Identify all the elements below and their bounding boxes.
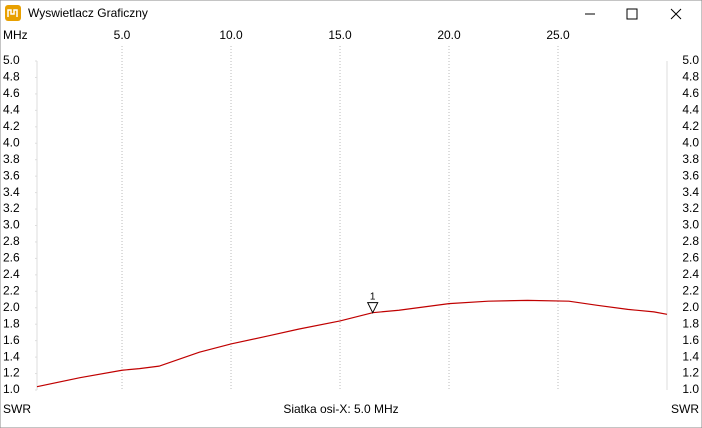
- y-tick-label: 5.0: [682, 53, 699, 67]
- x-tick-label: 15.0: [328, 28, 352, 42]
- x-tick-label: 25.0: [546, 28, 570, 42]
- y-tick-label: 4.2: [3, 119, 20, 133]
- y-tick-label: 4.8: [682, 70, 699, 84]
- y-tick-label: 5.0: [3, 53, 20, 67]
- y-tick-label: 4.4: [3, 103, 20, 117]
- window-title: Wyswietlacz Graficzny: [28, 6, 148, 20]
- y-tick-label: 2.4: [682, 267, 699, 281]
- y-tick-label: 4.6: [682, 86, 699, 100]
- y-tick-label: 1.2: [3, 366, 20, 380]
- y-tick-label: 3.0: [3, 218, 20, 232]
- y-tick-label: 3.4: [3, 185, 20, 199]
- y-tick-label: 1.6: [682, 333, 699, 347]
- close-button[interactable]: [670, 8, 682, 20]
- y-tick-label: 4.2: [682, 119, 699, 133]
- marker-label: 1: [370, 291, 376, 302]
- y-tick-label: 2.6: [3, 251, 20, 265]
- y-tick-label: 3.8: [3, 152, 20, 166]
- y-tick-label: 1.8: [3, 316, 20, 330]
- y-tick-label: 2.2: [682, 283, 699, 297]
- y-tick-label: 2.8: [682, 234, 699, 248]
- y-tick-label: 1.4: [682, 349, 699, 363]
- y-tick-label: 2.6: [682, 251, 699, 265]
- y-tick-label: 3.6: [682, 168, 699, 182]
- title-bar: Wyswietlacz Graficzny: [5, 5, 682, 21]
- x-tick-label: 20.0: [437, 28, 461, 42]
- y-tick-label: 1.2: [682, 366, 699, 380]
- y-tick-label: 3.4: [682, 185, 699, 199]
- y-tick-label: 2.0: [3, 300, 20, 314]
- y-label-right: SWR: [671, 402, 699, 416]
- y-tick-label: 2.8: [3, 234, 20, 248]
- y-tick-label: 1.8: [682, 316, 699, 330]
- x-tick-label: 10.0: [219, 28, 243, 42]
- y-tick-label: 4.4: [682, 103, 699, 117]
- y-tick-label: 3.2: [3, 201, 20, 215]
- y-tick-label: 4.8: [3, 70, 20, 84]
- y-tick-label: 3.0: [682, 218, 699, 232]
- x-tick-label: 5.0: [114, 28, 131, 42]
- y-tick-label: 4.6: [3, 86, 20, 100]
- x-axis-note: Siatka osi-X: 5.0 MHz: [283, 402, 398, 416]
- y-tick-label: 1.0: [3, 382, 20, 396]
- y-tick-label: 2.2: [3, 283, 20, 297]
- y-tick-label: 1.4: [3, 349, 20, 363]
- swr-line: [36, 299, 668, 388]
- y-tick-label: 2.4: [3, 267, 20, 281]
- app-icon-glyph: [7, 9, 18, 17]
- x-unit-label: MHz: [3, 28, 28, 42]
- y-tick-label: 3.8: [682, 152, 699, 166]
- y-tick-label: 2.0: [682, 300, 699, 314]
- y-tick-label: 3.6: [3, 168, 20, 182]
- marker: [366, 302, 379, 314]
- y-tick-label: 4.0: [3, 135, 20, 149]
- maximize-button[interactable]: [626, 8, 638, 20]
- y-tick-label: 3.2: [682, 201, 699, 215]
- y-tick-label: 4.0: [682, 135, 699, 149]
- y-label-left: SWR: [3, 402, 31, 416]
- y-tick-label: 1.6: [3, 333, 20, 347]
- y-tick-label: 1.0: [682, 382, 699, 396]
